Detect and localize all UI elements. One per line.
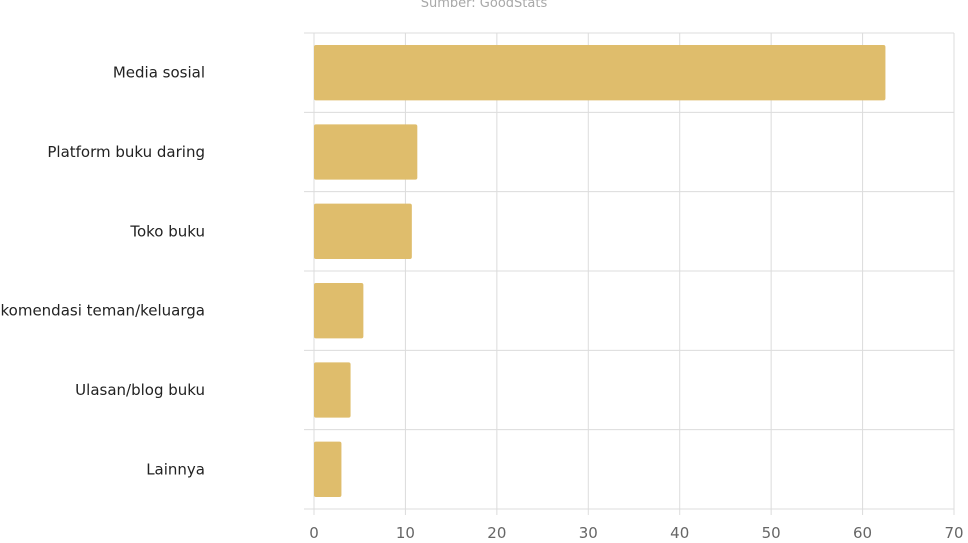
source-note: Sumber: GoodStats xyxy=(420,0,548,11)
category-label: Lainnya xyxy=(146,460,205,478)
bars xyxy=(314,45,886,497)
category-labels: Media sosial Platform buku daring Toko buk… xyxy=(0,64,205,479)
gridlines xyxy=(304,32,955,515)
bar xyxy=(314,45,886,101)
x-tick-label: 0 xyxy=(309,524,319,542)
category-label: Toko buku xyxy=(129,222,205,240)
bar xyxy=(314,124,418,180)
bar xyxy=(314,283,364,339)
x-axis-tick-labels: 0 10 20 30 40 50 60 70 xyxy=(309,524,963,542)
category-label: Rekomendasi teman/keluarga xyxy=(0,302,205,320)
category-label: Ulasan/blog buku xyxy=(75,381,205,399)
bar xyxy=(314,203,412,259)
category-label: Media sosial xyxy=(113,64,205,82)
category-label: Platform buku daring xyxy=(47,143,205,161)
bar xyxy=(314,441,342,497)
x-tick-label: 30 xyxy=(579,524,598,542)
x-tick-label: 10 xyxy=(396,524,415,542)
bar xyxy=(314,362,351,418)
x-tick-label: 50 xyxy=(762,524,781,542)
x-tick-label: 40 xyxy=(670,524,689,542)
x-tick-label: 60 xyxy=(853,524,872,542)
x-tick-label: 20 xyxy=(487,524,506,542)
x-tick-label: 70 xyxy=(944,524,963,542)
